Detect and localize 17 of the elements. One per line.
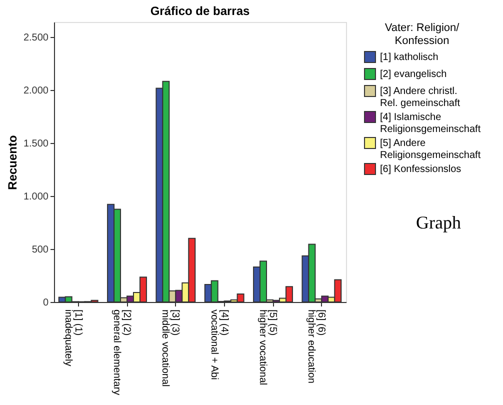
x-tick-label: [1] (1) inadequately (62, 310, 84, 366)
text: Graph (416, 212, 461, 233)
legend-title: Vater: Religion/ Konfession (384, 22, 460, 47)
y-tick-label: 500 (32, 244, 49, 256)
legend-label: [1] katholisch (380, 52, 438, 63)
chart-title: Gráfico de barras (150, 4, 250, 18)
y-tick-label: 1.000 (23, 191, 49, 202)
y-tick-label: 2.000 (23, 85, 49, 96)
y-axis-title: Recuento (5, 135, 20, 190)
legend-label: [6] Konfessionslos (380, 164, 462, 175)
legend-label: [4] Islamische Religionsgemeinschaft (380, 112, 481, 135)
legend-label: [2] evangelisch (380, 69, 447, 80)
y-tick-label: 2.500 (23, 32, 49, 44)
y-tick-label: 0 (42, 298, 49, 308)
legend-label: [3] Andere christl. Rel. gemeinschaft (380, 86, 460, 109)
y-tick-label: 1.500 (23, 138, 49, 150)
legend-label: [5] Andere Religionsgemeinschaft (380, 138, 481, 161)
